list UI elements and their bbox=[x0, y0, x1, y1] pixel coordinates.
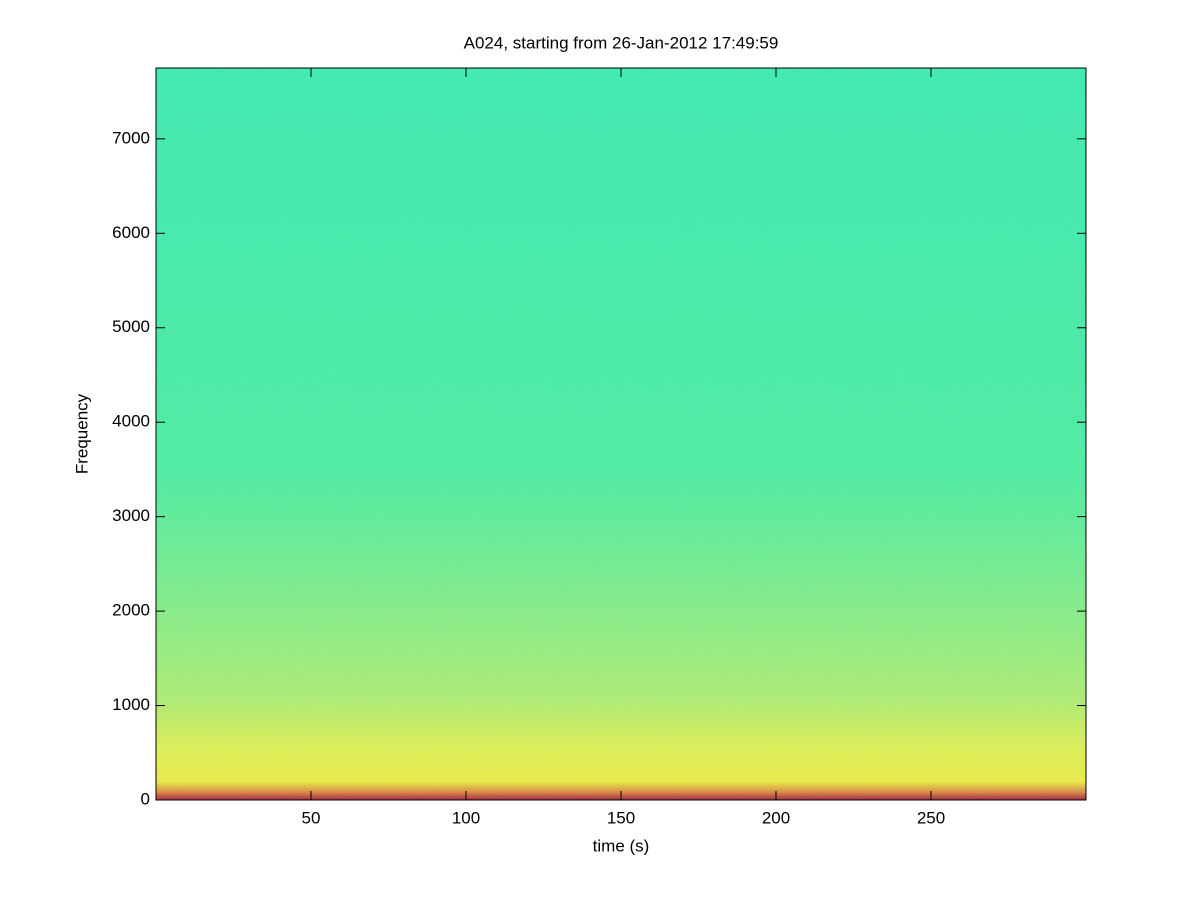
y-tick-label: 4000 bbox=[112, 412, 150, 431]
x-tick-label: 150 bbox=[607, 808, 635, 827]
x-tick-label: 50 bbox=[302, 808, 321, 827]
x-tick-label: 200 bbox=[762, 808, 790, 827]
y-tick-label: 2000 bbox=[112, 601, 150, 620]
y-tick-label: 7000 bbox=[112, 128, 150, 147]
y-tick-label: 6000 bbox=[112, 223, 150, 242]
y-tick-label: 0 bbox=[141, 789, 150, 808]
y-tick-label: 3000 bbox=[112, 506, 150, 525]
y-axis-label: Frequency bbox=[72, 393, 91, 474]
y-tick-label: 5000 bbox=[112, 317, 150, 336]
x-tick-label: 100 bbox=[452, 808, 480, 827]
chart-title: A024, starting from 26-Jan-2012 17:49:59 bbox=[464, 33, 779, 52]
x-tick-label: 250 bbox=[917, 808, 945, 827]
y-tick-label: 1000 bbox=[112, 695, 150, 714]
x-axis-label: time (s) bbox=[593, 836, 650, 855]
plot-area bbox=[155, 67, 1087, 801]
spectrogram-texture bbox=[156, 68, 1086, 800]
